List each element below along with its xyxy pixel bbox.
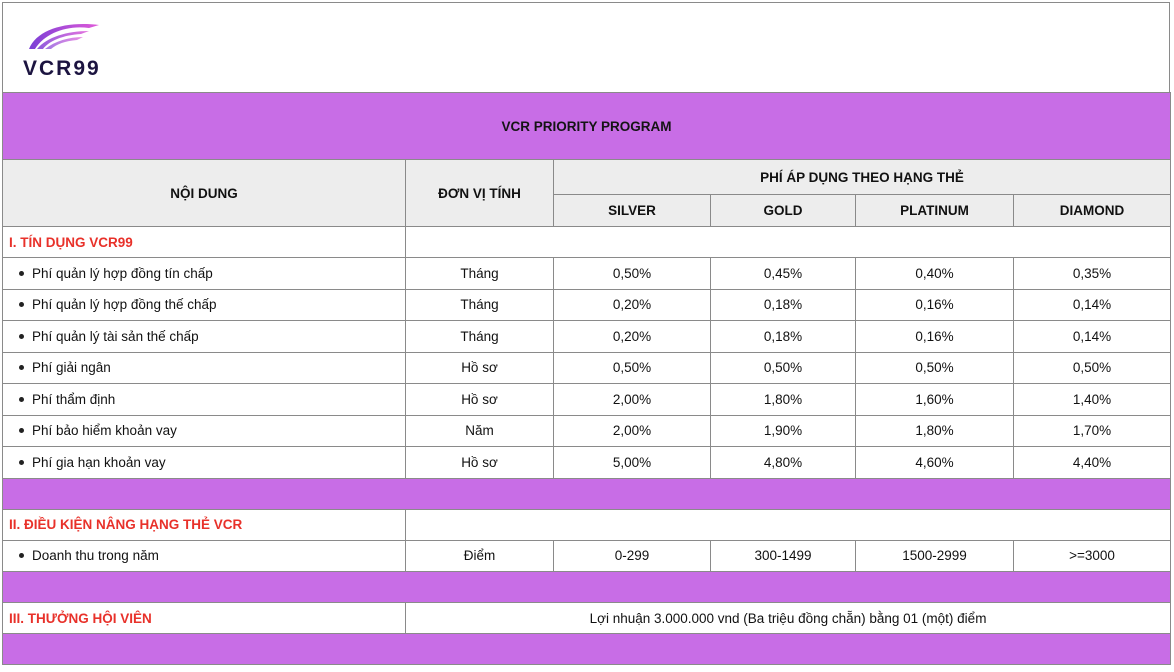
- table-row: Phí quản lý hợp đồng thế chấp Tháng 0,20…: [2, 288, 1172, 321]
- bullet-icon: [19, 459, 24, 465]
- bullet-icon: [19, 553, 24, 559]
- section-upgrade: II. ĐIỀU KIỆN NÂNG HẠNG THẺ VCR: [2, 508, 1172, 541]
- row-unit: Hồ sơ: [405, 383, 554, 416]
- value-silver: 0,50%: [553, 351, 711, 384]
- value-platinum: 1,80%: [855, 414, 1014, 447]
- value-gold: 0,50%: [710, 351, 856, 384]
- fee-table: VCR PRIORITY PROGRAM NỘI DUNG ĐƠN VỊ TÍN…: [1, 92, 1172, 665]
- value-silver: 0,20%: [553, 288, 711, 321]
- bullet-icon: [19, 270, 24, 276]
- tier-gold: GOLD: [710, 194, 856, 227]
- row-unit: Tháng: [405, 320, 554, 353]
- title-row: VCR PRIORITY PROGRAM: [1, 92, 1172, 160]
- tier-diamond: DIAMOND: [1012, 194, 1172, 227]
- row-label: Doanh thu trong năm: [32, 548, 159, 564]
- section-blank: [404, 226, 1172, 258]
- row-label: Phí gia hạn khoản vay: [32, 454, 166, 470]
- row-label-cell: Phí quản lý tài sản thế chấp: [2, 320, 406, 353]
- value-gold: 0,18%: [710, 320, 856, 353]
- value-diamond: 0,50%: [1012, 351, 1172, 384]
- section-title: III. THƯỞNG HỘI VIÊN: [2, 602, 406, 634]
- section-title: I. TÍN DỤNG VCR99: [2, 226, 406, 258]
- value-gold: 1,80%: [710, 383, 856, 416]
- value-diamond: 0,14%: [1012, 288, 1172, 321]
- program-title: VCR PRIORITY PROGRAM: [1, 92, 1172, 160]
- value-gold: 4,80%: [710, 446, 856, 479]
- brand-name: VCR99: [23, 57, 101, 80]
- value-gold: 0,18%: [710, 288, 856, 321]
- row-label: Phí giải ngân: [32, 360, 111, 376]
- value-platinum: 4,60%: [855, 446, 1014, 479]
- value-diamond: 4,40%: [1012, 446, 1172, 479]
- value-silver: 0,50%: [553, 257, 711, 290]
- value-silver: 2,00%: [553, 414, 711, 447]
- value-platinum: 0,16%: [855, 320, 1014, 353]
- row-label-cell: Phí quản lý hợp đồng tín chấp: [2, 257, 406, 290]
- tier-header-row: SILVER GOLD PLATINUM DIAMOND: [3, 194, 1172, 227]
- bullet-icon: [19, 365, 24, 371]
- section-reward: III. THƯỞNG HỘI VIÊN Lợi nhuận 3.000.000…: [2, 602, 1172, 634]
- tier-platinum: PLATINUM: [855, 194, 1014, 227]
- spacer-row: [1, 477, 1172, 510]
- spacer-row: [1, 571, 1172, 603]
- header-row: NỘI DUNG ĐƠN VỊ TÍNH PHÍ ÁP DỤNG THEO HẠ…: [2, 159, 1172, 227]
- row-label: Phí thẩm định: [32, 391, 116, 407]
- row-label: Phí quản lý hợp đồng tín chấp: [32, 265, 213, 281]
- row-label-cell: Phí quản lý hợp đồng thế chấp: [2, 288, 406, 321]
- spacer-row: [1, 633, 1172, 665]
- bullet-icon: [19, 396, 24, 402]
- header-content: NỘI DUNG: [2, 159, 406, 227]
- row-label-cell: Doanh thu trong năm: [2, 539, 406, 572]
- header-fee-group: PHÍ ÁP DỤNG THEO HẠNG THẺ: [552, 159, 1172, 195]
- row-unit: Năm: [405, 414, 554, 447]
- table-row: Doanh thu trong năm Điểm 0-299 300-1499 …: [2, 539, 1172, 572]
- section-blank: [404, 508, 1172, 541]
- value-diamond: >=3000: [1012, 539, 1172, 572]
- value-platinum: 0,16%: [855, 288, 1014, 321]
- row-label: Phí bảo hiểm khoản vay: [32, 423, 177, 439]
- row-label: Phí quản lý hợp đồng thế chấp: [32, 297, 217, 313]
- bullet-icon: [19, 302, 24, 308]
- value-gold: 0,45%: [710, 257, 856, 290]
- value-gold: 300-1499: [710, 539, 856, 572]
- value-silver: 0-299: [553, 539, 711, 572]
- bullet-icon: [19, 428, 24, 434]
- value-platinum: 1500-2999: [855, 539, 1014, 572]
- row-unit: Điểm: [405, 539, 554, 572]
- section-title: II. ĐIỀU KIỆN NÂNG HẠNG THẺ VCR: [2, 508, 406, 541]
- value-gold: 1,90%: [710, 414, 856, 447]
- value-silver: 2,00%: [553, 383, 711, 416]
- value-diamond: 1,70%: [1012, 414, 1172, 447]
- reward-text: Lợi nhuận 3.000.000 vnd (Ba triệu đồng c…: [404, 602, 1172, 634]
- row-label-cell: Phí giải ngân: [2, 351, 406, 384]
- table-row: Phí bảo hiểm khoản vay Năm 2,00% 1,90% 1…: [2, 414, 1172, 447]
- row-unit: Hồ sơ: [405, 446, 554, 479]
- row-label-cell: Phí thẩm định: [2, 383, 406, 416]
- value-silver: 5,00%: [553, 446, 711, 479]
- table-row: Phí gia hạn khoản vay Hồ sơ 5,00% 4,80% …: [2, 446, 1172, 479]
- row-label: Phí quản lý tài sản thế chấp: [32, 328, 199, 344]
- value-diamond: 0,35%: [1012, 257, 1172, 290]
- logo-area: VCR99: [2, 2, 1170, 92]
- table-row: Phí quản lý hợp đồng tín chấp Tháng 0,50…: [2, 257, 1172, 290]
- table-row: Phí giải ngân Hồ sơ 0,50% 0,50% 0,50% 0,…: [2, 351, 1172, 384]
- row-unit: Hồ sơ: [405, 351, 554, 384]
- value-platinum: 0,40%: [855, 257, 1014, 290]
- value-platinum: 0,50%: [855, 351, 1014, 384]
- value-silver: 0,20%: [553, 320, 711, 353]
- value-platinum: 1,60%: [855, 383, 1014, 416]
- value-diamond: 0,14%: [1012, 320, 1172, 353]
- row-unit: Tháng: [405, 257, 554, 290]
- bullet-icon: [19, 333, 24, 339]
- row-unit: Tháng: [405, 288, 554, 321]
- table-row: Phí thẩm định Hồ sơ 2,00% 1,80% 1,60% 1,…: [2, 383, 1172, 416]
- row-label-cell: Phí gia hạn khoản vay: [2, 446, 406, 479]
- section-credit: I. TÍN DỤNG VCR99: [2, 226, 1172, 258]
- value-diamond: 1,40%: [1012, 383, 1172, 416]
- header-unit: ĐƠN VỊ TÍNH: [405, 159, 554, 227]
- table-row: Phí quản lý tài sản thế chấp Tháng 0,20%…: [2, 320, 1172, 353]
- row-label-cell: Phí bảo hiểm khoản vay: [2, 414, 406, 447]
- tier-silver: SILVER: [553, 194, 711, 227]
- swoosh-logo-icon: [29, 24, 99, 49]
